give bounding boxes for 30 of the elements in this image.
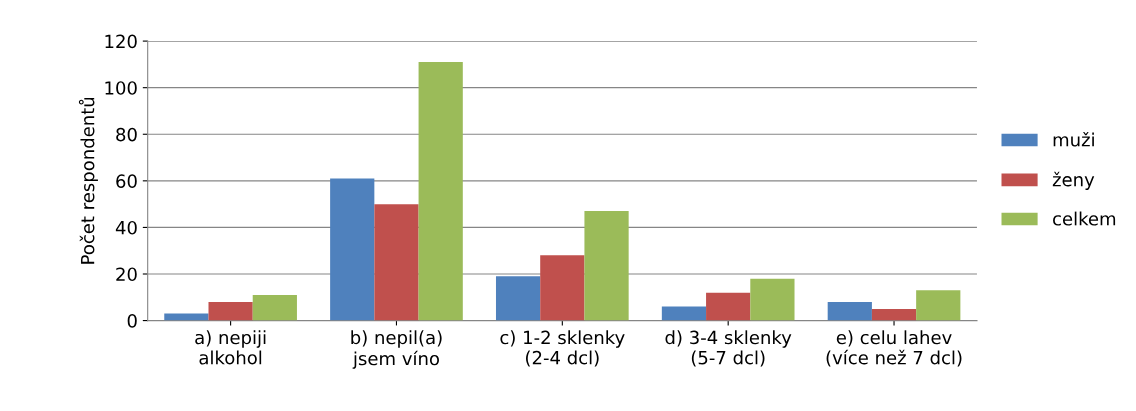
bar	[584, 211, 629, 321]
legend-label: ženy	[1052, 171, 1095, 190]
bar	[540, 255, 585, 321]
y-tick-label: 20	[116, 267, 137, 282]
y-tick-label: 60	[116, 174, 137, 188]
y-tick-label: 100	[105, 81, 137, 95]
x-tick-label: c) 1-2 sklenky (2-4 dcl)	[500, 330, 625, 367]
y-tick-label: 120	[105, 34, 137, 49]
bar	[661, 306, 707, 321]
bar	[495, 276, 541, 321]
y-tick-label: 0	[127, 314, 137, 328]
x-tick-label: a) nepiji alkohol	[195, 330, 266, 365]
bar	[208, 301, 253, 321]
bar	[252, 294, 297, 321]
legend-label: celkem	[1053, 211, 1116, 226]
bar	[706, 292, 751, 321]
x-tick-label: e) celu lahev (více než 7 dcl)	[826, 330, 962, 367]
bar	[418, 62, 463, 321]
x-tick-label: b) nepil(a) jsem víno	[351, 330, 442, 369]
y-axis-title: Počet respondentů	[78, 97, 98, 264]
bar	[827, 301, 872, 321]
bar	[871, 308, 917, 321]
legend-label: muži	[1053, 131, 1094, 147]
bar	[916, 290, 961, 321]
bar	[330, 178, 375, 321]
bar	[374, 204, 419, 321]
y-tick-label: 80	[116, 127, 137, 142]
bar	[750, 278, 795, 321]
x-tick-label: d) 3-4 sklenky (5-7 dcl)	[665, 330, 792, 367]
y-tick-label: 40	[115, 220, 137, 235]
